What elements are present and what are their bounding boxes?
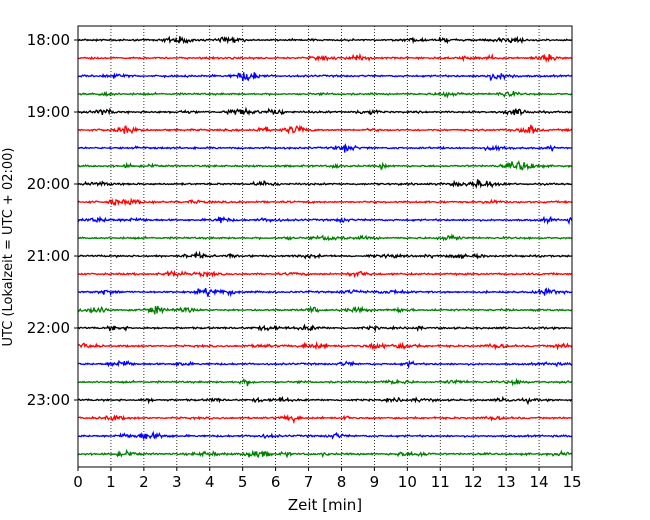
trace-line bbox=[77, 72, 573, 82]
y-tick-label: 21:00 bbox=[27, 247, 70, 265]
x-axis-label: Zeit [min] bbox=[288, 496, 362, 514]
x-tick-label: 11 bbox=[431, 473, 450, 491]
y-tick-label: 18:00 bbox=[27, 31, 70, 49]
y-tick-label: 22:00 bbox=[27, 319, 70, 337]
y-axis-label: UTC (Lokalzeit = UTC + 02:00) bbox=[1, 148, 16, 347]
trace-line bbox=[77, 250, 573, 260]
trace-line bbox=[77, 413, 573, 425]
y-tick-label: 19:00 bbox=[27, 103, 70, 121]
trace-line bbox=[77, 159, 573, 171]
trace-line bbox=[77, 377, 573, 387]
trace-line bbox=[77, 106, 573, 117]
trace-line bbox=[77, 305, 573, 315]
trace-line bbox=[77, 395, 573, 406]
x-tick-label: 7 bbox=[304, 473, 314, 491]
x-tick-label: 6 bbox=[271, 473, 281, 491]
trace-line bbox=[77, 124, 573, 135]
x-tick-label: 0 bbox=[73, 473, 83, 491]
trace-line bbox=[77, 359, 573, 370]
x-tick-label: 1 bbox=[106, 473, 116, 491]
trace-line bbox=[77, 430, 573, 441]
x-tick-label: 3 bbox=[172, 473, 182, 491]
plot-frame bbox=[77, 25, 573, 468]
trace-line bbox=[77, 90, 573, 99]
x-tick-label: 2 bbox=[139, 473, 149, 491]
trace-line bbox=[77, 323, 573, 333]
trace-line bbox=[77, 142, 573, 153]
trace-line bbox=[77, 448, 573, 459]
trace-line bbox=[77, 179, 573, 189]
trace-line bbox=[77, 52, 573, 64]
y-tick-label: 20:00 bbox=[27, 175, 70, 193]
trace-line bbox=[77, 340, 573, 351]
x-tick-label: 4 bbox=[205, 473, 215, 491]
x-tick-label: 13 bbox=[497, 473, 516, 491]
trace-line bbox=[77, 215, 573, 226]
trace-line bbox=[77, 287, 573, 298]
x-tick-label: 10 bbox=[398, 473, 417, 491]
seismogram-traces bbox=[77, 35, 573, 459]
x-axis-ticks: 0 1 2 3 4 5 6 7 8 9 10 11 12 13 14 15 bbox=[73, 467, 582, 491]
trace-line bbox=[77, 35, 573, 45]
x-tick-label: 14 bbox=[530, 473, 549, 491]
x-tick-label: 15 bbox=[562, 473, 581, 491]
trace-line bbox=[77, 233, 573, 242]
x-tick-label: 8 bbox=[337, 473, 347, 491]
x-tick-label: 12 bbox=[464, 473, 483, 491]
x-tick-label: 5 bbox=[238, 473, 248, 491]
y-axis-ticks: 18:00 19:00 20:00 21:00 22:00 23:00 bbox=[27, 31, 78, 409]
plot-background bbox=[78, 26, 572, 467]
trace-line bbox=[77, 197, 573, 207]
y-tick-label: 23:00 bbox=[27, 391, 70, 409]
x-tick-label: 9 bbox=[370, 473, 380, 491]
trace-line bbox=[77, 269, 573, 279]
